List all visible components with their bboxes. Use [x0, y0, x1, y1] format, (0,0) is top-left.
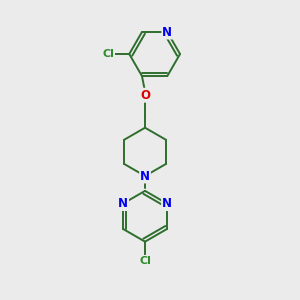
- Text: Cl: Cl: [139, 256, 151, 266]
- Text: N: N: [118, 197, 128, 210]
- Text: Cl: Cl: [102, 49, 114, 59]
- Text: O: O: [140, 89, 150, 102]
- Text: N: N: [140, 169, 150, 182]
- Text: N: N: [162, 26, 172, 38]
- Text: N: N: [162, 197, 172, 210]
